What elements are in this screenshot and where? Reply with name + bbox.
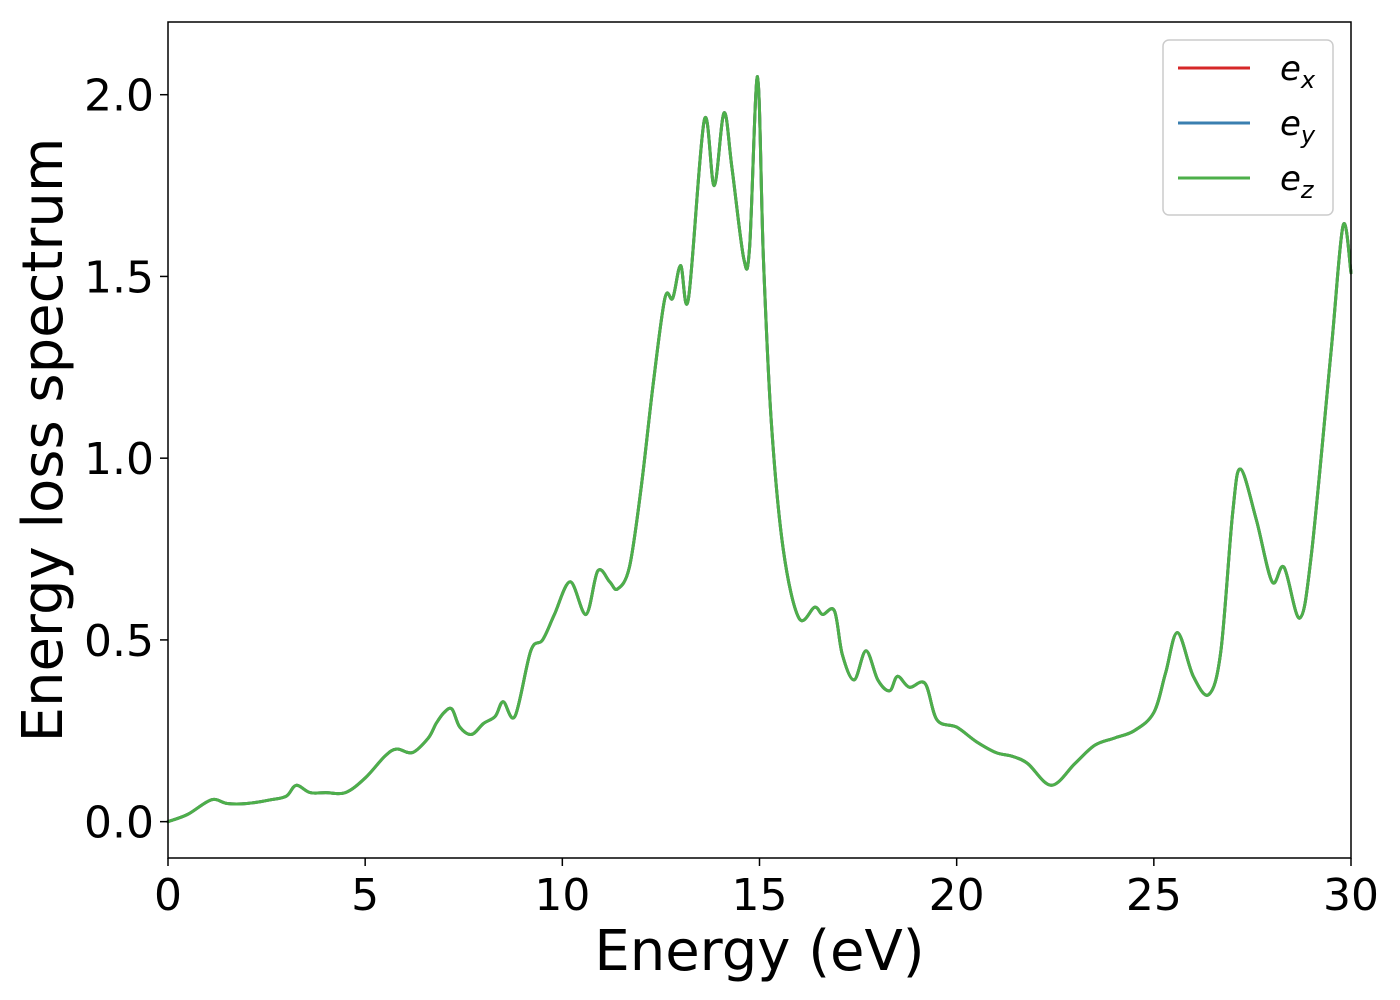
y-tick-label: 2.0: [84, 71, 154, 122]
legend-label: ex: [1280, 49, 1316, 94]
legend-label: ez: [1280, 159, 1315, 204]
legend-frame: [1162, 39, 1334, 216]
x-tick-label: 0: [154, 870, 182, 921]
y-tick-label: 0.0: [84, 798, 154, 849]
y-tick-label: 1.5: [84, 252, 154, 303]
x-tick-label: 30: [1323, 870, 1379, 921]
x-axis-title: Energy (eV): [594, 919, 924, 984]
x-tick-label: 20: [929, 870, 985, 921]
y-tick-label: 0.5: [84, 616, 154, 667]
legend-label-base: e: [1280, 49, 1301, 89]
y-axis-title: Energy loss spectrum: [11, 138, 76, 743]
legend-label: ey: [1280, 104, 1316, 149]
x-tick-label: 5: [351, 870, 379, 921]
x-tick-label: 25: [1126, 870, 1182, 921]
x-tick-label: 15: [732, 870, 788, 921]
legend-label-base: e: [1280, 104, 1301, 144]
y-axis-ticks: 0.0 0.5 1.0 1.5 2.0: [84, 71, 168, 849]
legend-label-subscript: x: [1300, 66, 1316, 94]
series-layer: [166, 74, 1353, 824]
series-line-e-z: [166, 74, 1353, 824]
legend-label-base: e: [1280, 159, 1301, 199]
legend-label-subscript: z: [1300, 176, 1315, 204]
x-tick-label: 10: [534, 870, 590, 921]
y-tick-label: 1.0: [84, 434, 154, 485]
legend-label-subscript: y: [1300, 121, 1316, 149]
x-axis-ticks: 0 5 10 15 20 25 30: [154, 858, 1379, 921]
